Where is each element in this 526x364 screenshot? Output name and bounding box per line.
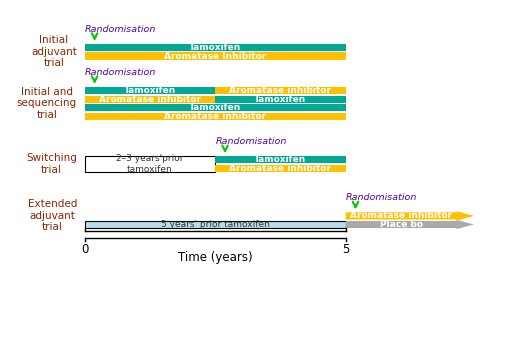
Text: Randomisation: Randomisation — [85, 24, 156, 33]
Text: Initial and
sequencing
trial: Initial and sequencing trial — [17, 87, 77, 120]
Bar — [215, 165, 346, 172]
Text: Tamoxifen: Tamoxifen — [189, 43, 241, 52]
Text: Randomisation: Randomisation — [85, 68, 156, 76]
Text: Time (years): Time (years) — [178, 251, 252, 264]
Text: Initial
adjuvant
trial: Initial adjuvant trial — [31, 35, 77, 68]
Text: Tamoxifen: Tamoxifen — [124, 86, 176, 95]
Text: Aromatase Inhibitor: Aromatase Inhibitor — [164, 52, 266, 60]
Bar — [85, 156, 215, 172]
Text: Tamoxifen: Tamoxifen — [255, 95, 307, 104]
Text: Tamoxifen: Tamoxifen — [255, 155, 307, 164]
Text: 5: 5 — [342, 243, 349, 256]
Text: Aromatase inhibitor: Aromatase inhibitor — [164, 112, 266, 121]
Text: Tamoxifen: Tamoxifen — [189, 103, 241, 112]
Text: 2–3 years'prior
tamoxifen: 2–3 years'prior tamoxifen — [116, 154, 184, 174]
Bar — [85, 221, 346, 228]
Polygon shape — [346, 211, 474, 221]
Bar — [85, 87, 215, 94]
Text: Aromatase inhibitor: Aromatase inhibitor — [99, 95, 201, 104]
Bar — [85, 44, 346, 51]
Bar — [85, 113, 346, 120]
Bar — [215, 87, 346, 94]
Text: Extended
adjuvant
trial: Extended adjuvant trial — [28, 199, 77, 233]
Text: Switching
trial: Switching trial — [26, 153, 77, 175]
Text: Aromatase inhibitor: Aromatase inhibitor — [350, 211, 452, 220]
Text: 0: 0 — [81, 243, 88, 256]
Text: Aromatase inhibitor: Aromatase inhibitor — [229, 164, 331, 173]
Bar — [215, 95, 346, 103]
Text: Randomisation: Randomisation — [346, 193, 417, 202]
Polygon shape — [346, 220, 474, 229]
Text: Place bo: Place bo — [380, 220, 423, 229]
Text: Aromatase inhibitor: Aromatase inhibitor — [229, 86, 331, 95]
Bar — [85, 104, 346, 111]
Bar — [85, 52, 346, 60]
Text: 5 years' prior tamoxifen: 5 years' prior tamoxifen — [161, 220, 270, 229]
Text: Randomisation: Randomisation — [215, 137, 287, 146]
Bar — [85, 95, 215, 103]
Bar — [215, 156, 346, 163]
